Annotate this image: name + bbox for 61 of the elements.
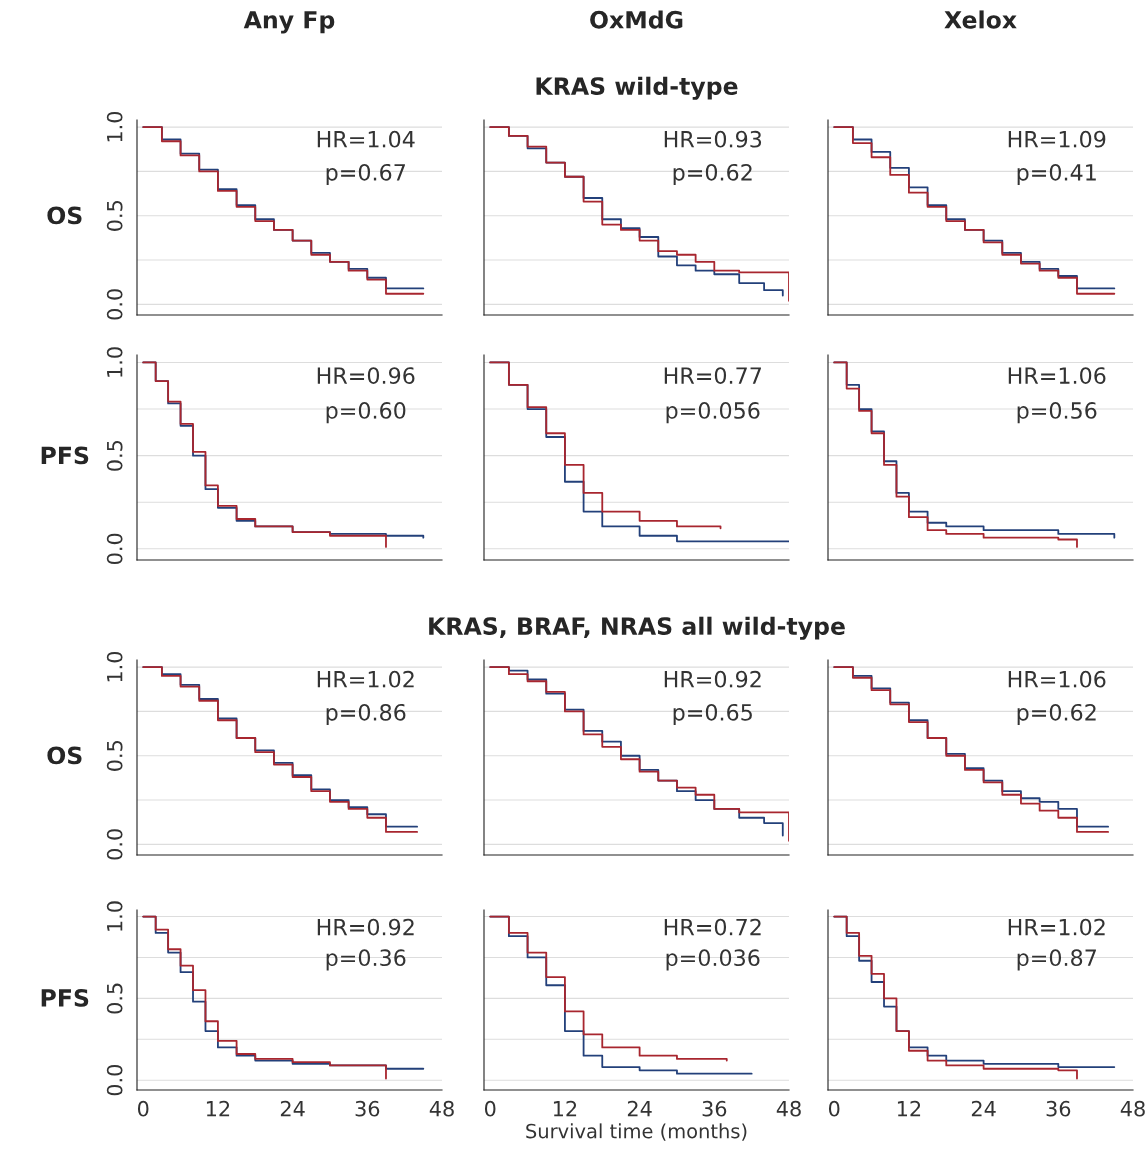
annotation: HR=0.93 xyxy=(664,130,762,148)
x-tick-label: 36 xyxy=(1046,1100,1071,1117)
annotation: p=0.60 xyxy=(326,402,406,424)
x-tick-label: 48 xyxy=(429,1100,454,1117)
annotation: p=0.62 xyxy=(673,163,752,186)
chart-title: Xelox xyxy=(944,10,1017,29)
y-tick-label: 1.0 xyxy=(106,347,123,377)
annotation: p=0.86 xyxy=(326,703,406,726)
y-axis-title: OS xyxy=(47,746,82,765)
annotation: HR=0.92 xyxy=(317,918,414,936)
annotation: p=0.56 xyxy=(1017,402,1097,424)
annotation: HR=0.77 xyxy=(664,367,761,385)
y-axis-title: PFS xyxy=(41,988,89,1007)
annotation: p=0.87 xyxy=(1017,949,1096,971)
y-tick-label: 0.0 xyxy=(106,533,123,565)
annotation: p=0.67 xyxy=(326,163,405,186)
x-tick-label: 0 xyxy=(137,1100,149,1117)
y-tick-label: 0.0 xyxy=(106,289,123,320)
x-tick-label: 24 xyxy=(971,1100,996,1117)
annotation: p=0.056 xyxy=(666,402,760,424)
x-tick-label: 24 xyxy=(280,1100,305,1117)
annotation: HR=0.96 xyxy=(317,367,415,385)
x-tick-label: 48 xyxy=(776,1100,801,1117)
x-tick-label: 12 xyxy=(553,1100,577,1117)
y-tick-label: 0.0 xyxy=(106,829,123,860)
y-tick-label: 1.0 xyxy=(106,111,123,142)
annotation: p=0.65 xyxy=(673,703,752,726)
y-tick-label: 0.5 xyxy=(106,983,123,1014)
x-tick-label: 36 xyxy=(355,1100,380,1117)
x-axis-title: Survival time (months) xyxy=(526,1123,747,1141)
annotation: HR=1.02 xyxy=(1008,918,1105,936)
y-tick-label: 0.5 xyxy=(106,440,123,471)
annotation: HR=1.09 xyxy=(1008,130,1106,148)
x-tick-label: 24 xyxy=(627,1100,652,1117)
chart-subtitle: KRAS wild-type xyxy=(536,76,738,100)
x-tick-label: 0 xyxy=(484,1100,496,1117)
chart-title: KRAS, BRAF, NRAS all wild-type xyxy=(429,616,845,640)
annotation: p=0.62 xyxy=(1017,703,1096,726)
y-tick-label: 1.0 xyxy=(106,901,123,931)
y-axis-title: OS xyxy=(47,206,82,225)
annotation: HR=1.04 xyxy=(317,130,415,148)
annotation: p=0.036 xyxy=(666,949,760,971)
annotation: HR=1.06 xyxy=(1008,367,1106,385)
x-tick-label: 36 xyxy=(702,1100,727,1117)
annotation: p=0.41 xyxy=(1017,163,1096,186)
y-tick-label: 0.0 xyxy=(106,1065,123,1096)
annotation: HR=0.92 xyxy=(664,670,761,688)
annotation: HR=1.06 xyxy=(1008,670,1106,688)
annotation: p=0.36 xyxy=(326,949,406,971)
annotation: HR=1.02 xyxy=(317,670,414,688)
x-tick-label: 12 xyxy=(206,1100,230,1117)
y-tick-label: 0.5 xyxy=(106,200,123,231)
x-tick-label: 48 xyxy=(1120,1100,1145,1117)
annotation: HR=0.72 xyxy=(664,918,761,936)
y-tick-label: 0.5 xyxy=(106,740,123,771)
y-tick-label: 1.0 xyxy=(106,651,123,682)
chart-title: Any Fp xyxy=(243,11,335,34)
chart-title: OxMdG xyxy=(590,10,683,29)
x-tick-label: 12 xyxy=(897,1100,921,1117)
y-axis-title: PFS xyxy=(41,446,89,465)
x-tick-label: 0 xyxy=(828,1100,840,1117)
